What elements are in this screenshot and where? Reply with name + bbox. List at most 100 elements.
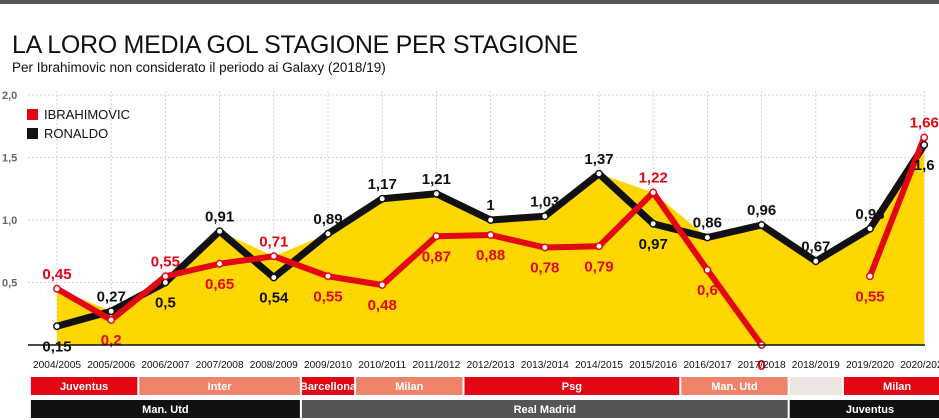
team-band-ibrahimovic xyxy=(789,377,842,395)
point-ibrahimovic xyxy=(703,266,712,274)
fill-area xyxy=(57,137,925,345)
team-band-label: Man. Utd xyxy=(142,404,188,416)
top-rule xyxy=(0,0,939,4)
x-tick-label: 2020/2021 xyxy=(900,359,939,371)
x-axis: 2004/2005 2005/2006 2006/2007 2007/2008 2008… xyxy=(28,344,939,371)
x-tick-label: 2004/2005 xyxy=(33,359,81,371)
data-label-ibrahimovic: 0,71 xyxy=(259,233,288,250)
data-label-ibrahimovic: 0,65 xyxy=(205,276,234,293)
point-ronaldo xyxy=(161,278,170,287)
x-tick-label: 2007/2008 xyxy=(196,359,244,371)
data-points xyxy=(53,133,929,349)
data-label-ibrahimovic: 0,55 xyxy=(151,253,180,270)
point-ibrahimovic xyxy=(378,281,387,289)
x-tick-label: 2015/2016 xyxy=(629,359,677,371)
x-tick-label: 2019/2020 xyxy=(846,359,894,371)
y-tick-label: 1,5 xyxy=(2,153,17,165)
data-label-ronaldo: 0,27 xyxy=(97,288,126,305)
point-ronaldo xyxy=(107,307,116,316)
team-band-ronaldo xyxy=(301,400,788,418)
chart-subtitle: Per Ibrahimovic non considerato il perio… xyxy=(12,60,386,75)
point-ronaldo xyxy=(757,221,766,229)
team-band-ronaldo xyxy=(30,400,300,418)
data-label-ronaldo: 0,96 xyxy=(747,202,776,219)
x-tick-label: 2010/2011 xyxy=(358,359,406,371)
point-ronaldo xyxy=(324,229,332,238)
area-fill xyxy=(57,137,925,345)
point-ronaldo xyxy=(920,141,929,149)
data-label-ronaldo: 0,93 xyxy=(855,206,884,223)
data-label-ronaldo: 1,37 xyxy=(584,151,613,168)
legend-label-ronaldo: RONALDO xyxy=(44,126,108,141)
data-label-ronaldo: 1,17 xyxy=(368,176,397,193)
point-ibrahimovic xyxy=(595,242,603,251)
team-band-ronaldo xyxy=(789,400,939,418)
x-tick-label: 2013/2014 xyxy=(521,359,569,371)
x-tick-label: 2017/2018 xyxy=(738,359,786,371)
data-label-ibrahimovic: 0,79 xyxy=(584,258,613,275)
point-ronaldo xyxy=(866,224,874,233)
point-ibrahimovic xyxy=(107,316,116,324)
team-band-ibrahimovic xyxy=(139,377,300,395)
point-ibrahimovic xyxy=(215,259,224,268)
x-tick-label: 2006/2007 xyxy=(141,359,189,371)
data-label-ibrahimovic: 0,88 xyxy=(476,247,505,264)
team-band-ibrahimovic xyxy=(30,377,138,395)
point-ibrahimovic xyxy=(649,188,658,197)
y-tick-label: 0,5 xyxy=(2,278,17,290)
team-band-label: Psg xyxy=(562,381,582,393)
data-label-ibrahimovic: 1,22 xyxy=(639,170,668,187)
point-ronaldo xyxy=(215,227,224,236)
point-ronaldo xyxy=(649,219,658,228)
point-ronaldo xyxy=(432,189,441,198)
team-band-ibrahimovic xyxy=(356,377,463,395)
data-label-ibrahimovic: 0,55 xyxy=(855,288,884,305)
y-tick-label: 1,0 xyxy=(2,215,17,227)
team-band-label: Milan xyxy=(395,381,423,393)
data-label-ibrahimovic: 0,2 xyxy=(101,332,122,349)
x-tick-label: 2018/2019 xyxy=(792,359,840,371)
data-label-ronaldo: 0,97 xyxy=(639,236,668,253)
point-ibrahimovic xyxy=(866,272,874,281)
point-ronaldo xyxy=(811,257,820,266)
data-label-ronaldo: 0,5 xyxy=(155,295,176,312)
series-line-ibrahimovic xyxy=(55,136,927,347)
y-axis-ticks: 0,5 1,0 1,5 2,0 xyxy=(2,90,17,290)
data-label-ronaldo: 0,54 xyxy=(259,290,289,307)
legend-label-ibrahimovic: IBRAHIMOVIC xyxy=(44,107,130,122)
point-ibrahimovic xyxy=(540,243,549,252)
x-tick-label: 2005/2006 xyxy=(87,359,135,371)
x-tick-label: 2016/2017 xyxy=(683,359,731,371)
point-ronaldo xyxy=(53,322,61,331)
team-band-ibrahimovic xyxy=(843,377,939,395)
data-labels: 0,15 0,45 0,27 0,2 0,5 0,55 0,91 0,65 0,54 0,71 0,… xyxy=(42,115,938,375)
x-tick-label: 2008/2009 xyxy=(250,359,298,371)
team-band-label: Milan xyxy=(883,381,911,393)
team-band-label: Man. Utd xyxy=(711,381,757,393)
data-label-ronaldo: 0,15 xyxy=(42,338,71,355)
data-label-ronaldo: 0,67 xyxy=(801,238,830,255)
point-ibrahimovic xyxy=(486,231,495,239)
data-label-ibrahimovic: 0,87 xyxy=(422,248,451,265)
team-band-ibrahimovic xyxy=(681,377,788,395)
point-ibrahimovic xyxy=(53,284,61,293)
data-label-ibrahimovic: 0,48 xyxy=(368,297,397,314)
data-label-ronaldo: 1,6 xyxy=(914,157,935,174)
point-ronaldo xyxy=(703,233,712,242)
data-label-ibrahimovic: 1,66 xyxy=(910,115,939,132)
x-tick-label: 2009/2010 xyxy=(304,359,352,371)
data-label-ibrahimovic: 0,55 xyxy=(313,288,342,305)
point-ronaldo xyxy=(595,169,603,178)
team-band-label: Juventus xyxy=(846,404,894,416)
point-ronaldo xyxy=(378,194,387,203)
data-label-ronaldo: 0,86 xyxy=(693,215,722,232)
point-ibrahimovic xyxy=(920,133,929,142)
team-bands: Juventus Inter Barcellona Milan Psg Man. Utd M… xyxy=(30,377,939,418)
team-band-ibrahimovic xyxy=(301,377,355,395)
point-ibrahimovic xyxy=(432,232,441,241)
legend-swatch-ibrahimovic xyxy=(27,109,38,120)
team-band-label: Barcellona xyxy=(300,381,357,393)
data-label-ibrahimovic: 0,6 xyxy=(697,282,718,299)
point-ronaldo xyxy=(269,273,278,282)
